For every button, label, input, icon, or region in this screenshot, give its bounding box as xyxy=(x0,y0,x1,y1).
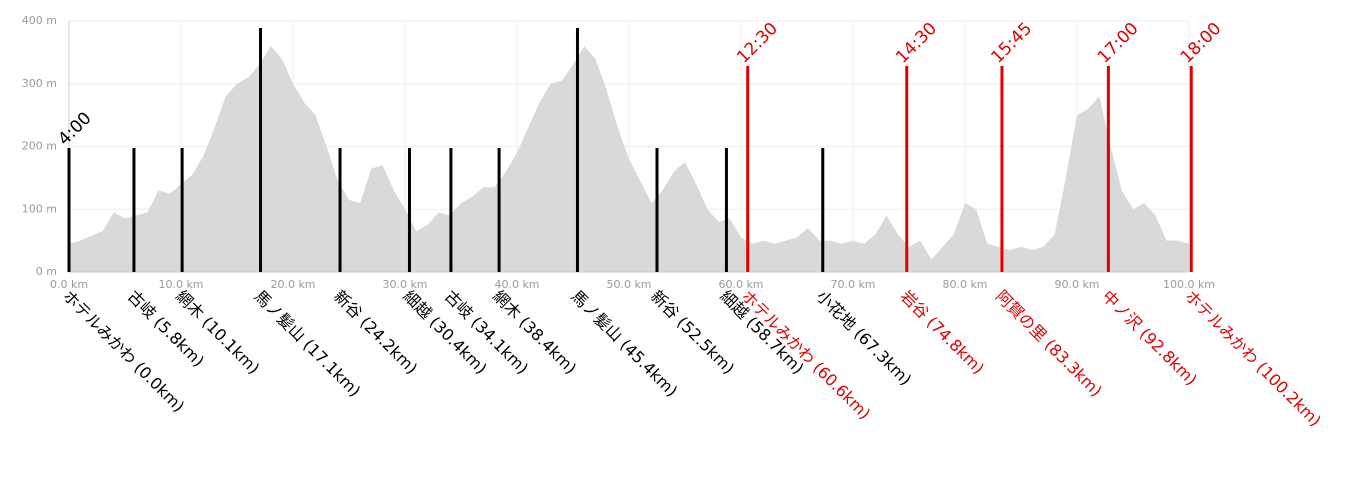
x-tick-label: 100.0 km xyxy=(1163,278,1215,291)
marker-time: 4:00 xyxy=(54,108,95,149)
x-tick-label: 10.0 km xyxy=(158,278,203,291)
elevation-area xyxy=(69,46,1189,272)
marker-time: 17:00 xyxy=(1094,19,1143,68)
x-tick-label: 40.0 km xyxy=(494,278,539,291)
marker-label: 岩谷 (74.8km) xyxy=(897,287,988,378)
marker-time: 14:30 xyxy=(892,19,941,68)
y-tick-label: 200 m xyxy=(22,140,57,153)
y-tick-label: 400 m xyxy=(22,14,57,27)
marker-time: 15:45 xyxy=(987,19,1036,68)
y-tick-label: 0 m xyxy=(36,265,57,278)
x-tick-label: 90.0 km xyxy=(1054,278,1099,291)
x-tick-label: 0.0 km xyxy=(50,278,88,291)
marker-time: 12:30 xyxy=(733,19,782,68)
marker-label: ホテルみかわ (100.2km) xyxy=(1181,287,1325,431)
marker-time: 18:00 xyxy=(1177,19,1226,68)
x-tick-label: 60.0 km xyxy=(718,278,763,291)
x-tick-label: 50.0 km xyxy=(606,278,651,291)
marker-label: ホテルみかわ (60.6km) xyxy=(738,287,875,424)
x-tick-label: 30.0 km xyxy=(382,278,427,291)
marker-label: 阿賀の里 (83.3km) xyxy=(992,287,1106,401)
marker-label: 網木 (38.4km) xyxy=(489,287,580,378)
x-tick-label: 80.0 km xyxy=(942,278,987,291)
marker-label: ホテルみかわ (0.0km) xyxy=(59,287,188,416)
x-tick-label: 70.0 km xyxy=(830,278,875,291)
y-tick-label: 300 m xyxy=(22,77,57,90)
y-tick-label: 100 m xyxy=(22,202,57,215)
marker-label: 網木 (10.1km) xyxy=(172,287,263,378)
x-tick-label: 20.0 km xyxy=(270,278,315,291)
